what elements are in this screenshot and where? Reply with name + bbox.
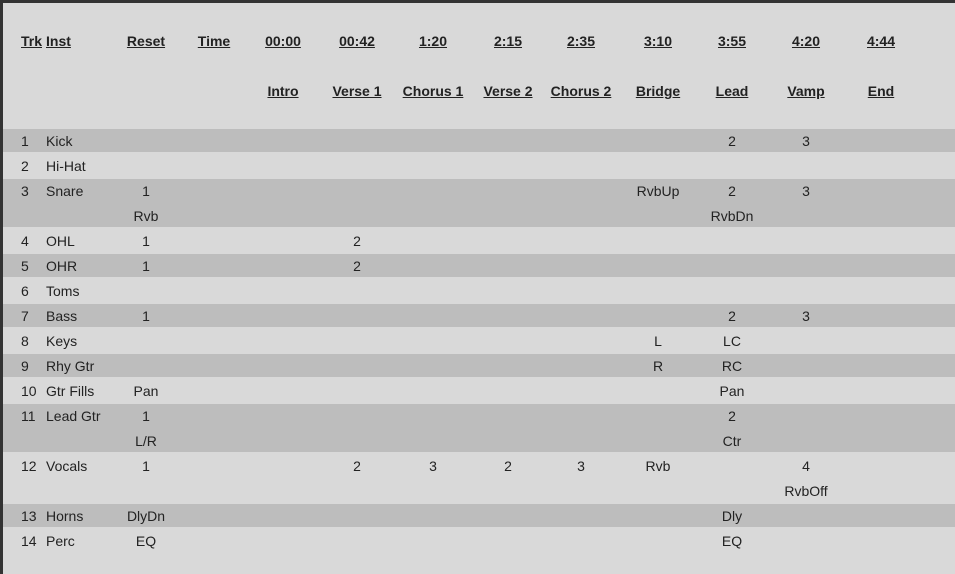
column-header: 3:10 [643,33,673,49]
instrument: Keys [46,333,78,349]
column-header: Reset [126,33,166,49]
column-header: 00:00 [265,33,301,49]
cell: EQ [721,533,743,549]
cell: R [652,358,664,374]
row-band [3,304,955,327]
track-number: 10 [21,383,37,399]
column-header: 1:20 [418,33,448,49]
section-header: Verse 2 [483,83,533,99]
track-number: 6 [21,283,29,299]
cell: Pan [719,383,745,399]
instrument: Perc [46,533,75,549]
column-header: 3:55 [717,33,747,49]
row-band [3,404,955,452]
instrument: Gtr Fills [46,383,95,399]
cell: 3 [802,183,810,199]
instrument: OHL [46,233,75,249]
column-header: 00:42 [339,33,375,49]
cell: Pan [133,383,159,399]
track-number: 11 [21,408,36,424]
cell: DlyDn [126,508,166,524]
track-number: 5 [21,258,29,274]
column-header: Inst [46,33,71,49]
section-header: Chorus 2 [550,83,612,99]
section-header: Chorus 1 [402,83,464,99]
column-header: 2:15 [493,33,523,49]
instrument: Bass [46,308,78,324]
section-header: Verse 1 [332,83,382,99]
section-header: Intro [267,83,299,99]
column-header: Time [197,33,231,49]
track-number: 1 [21,133,29,149]
cell: 3 [429,458,437,474]
cell: L/R [135,433,157,449]
cell: RvbDn [710,208,754,224]
track-number: 8 [21,333,29,349]
cell: 1 [142,458,150,474]
row-band [3,354,955,377]
section-header: End [867,83,895,99]
cell: 4 [802,458,810,474]
row-band [3,129,955,152]
track-number: 13 [21,508,37,524]
cell: 2 [353,258,361,274]
track-number: 7 [21,308,29,324]
cell: 2 [504,458,512,474]
track-number: 2 [21,158,29,174]
cell: 2 [728,308,736,324]
cell: 1 [142,408,150,424]
cell: 2 [728,183,736,199]
cell: 1 [142,183,150,199]
track-number: 3 [21,183,29,199]
cell: Rvb [645,458,671,474]
row-band [3,504,955,527]
cell: 2 [728,133,736,149]
instrument: Snare [46,183,84,199]
section-header: Bridge [635,83,681,99]
cell: RC [721,358,743,374]
cell: 3 [802,133,810,149]
cell: 2 [353,458,361,474]
column-header: 4:20 [791,33,821,49]
column-header: 2:35 [566,33,596,49]
cell: 2 [353,233,361,249]
cell: LC [723,333,741,349]
cell: RvbOff [784,483,828,499]
cell: 3 [802,308,810,324]
instrument: Hi-Hat [46,158,86,174]
track-number: 12 [21,458,37,474]
cell: 1 [142,233,150,249]
row-band [3,179,955,227]
column-header: 4:44 [866,33,896,49]
instrument: Toms [46,283,80,299]
row-band [3,254,955,277]
track-number: 9 [21,358,29,374]
instrument: Kick [46,133,73,149]
track-number: 14 [21,533,37,549]
instrument: Rhy Gtr [46,358,95,374]
cell: 2 [728,408,736,424]
section-header: Lead [715,83,749,99]
cell: Rvb [133,208,159,224]
instrument: Lead Gtr [46,408,101,424]
column-header: Trk [21,33,43,49]
instrument: OHR [46,258,78,274]
cell: Dly [721,508,743,524]
cell: 1 [142,258,150,274]
cell: 3 [577,458,585,474]
instrument: Vocals [46,458,88,474]
cell: 1 [142,308,150,324]
cell: L [654,333,662,349]
section-header: Vamp [787,83,825,99]
cell: Ctr [722,433,742,449]
track-number: 4 [21,233,29,249]
cell: RvbUp [636,183,680,199]
cell: EQ [135,533,157,549]
instrument: Horns [46,508,84,524]
